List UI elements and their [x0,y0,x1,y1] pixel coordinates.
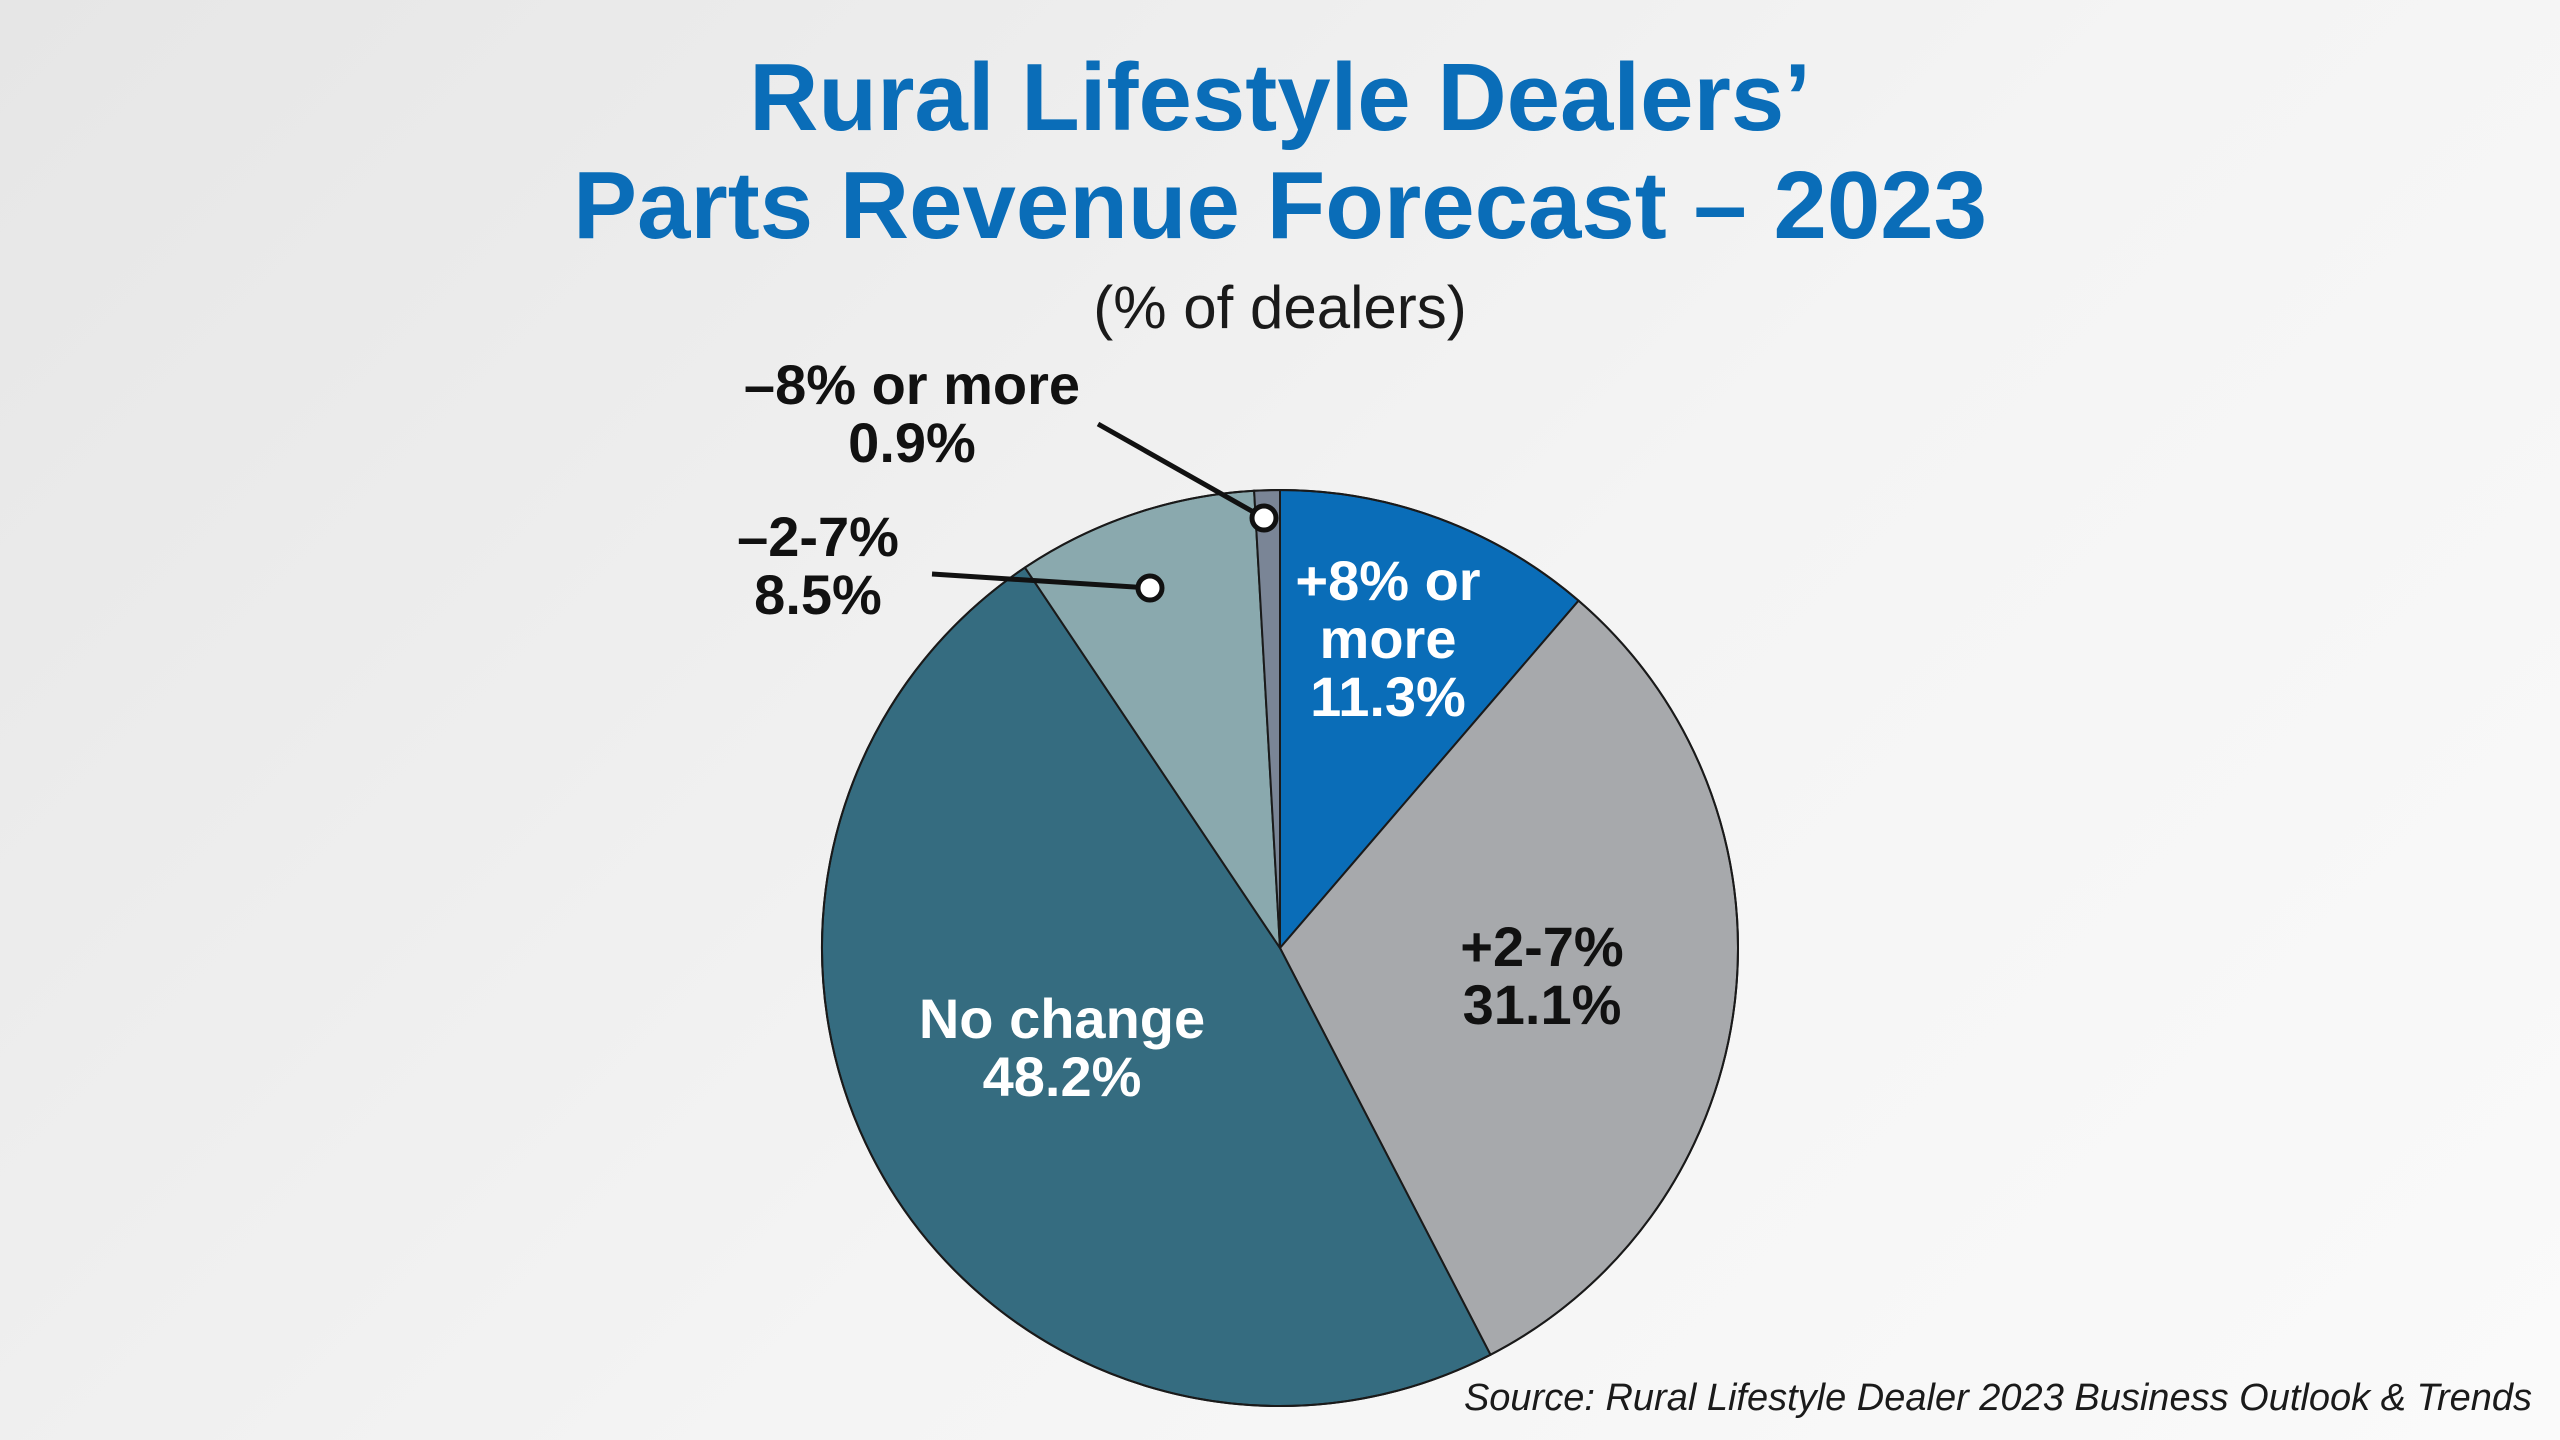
slice-category-label-plus8: +8% or [1295,549,1480,612]
chart-source: Source: Rural Lifestyle Dealer 2023 Busi… [1464,1377,2532,1419]
callout-line-minus8 [1096,421,1266,521]
callout-dot-minus2-7 [1135,573,1165,603]
chart-title-line-2: Parts Revenue Forecast – 2023 [573,152,1987,259]
slice-category-label-plus2-7: +2-7% [1460,915,1623,978]
slice-value-label-minus2-7: 8.5% [754,563,882,626]
pie-slices [820,488,1739,1407]
slice-category-label-minus2-7: –2-7% [737,505,899,568]
slice-value-label-nochange: 48.2% [983,1045,1142,1108]
slice-value-label-plus2-7: 31.1% [1463,973,1622,1036]
callout-dot-minus8 [1249,503,1279,533]
slice-value-label-minus8: 0.9% [848,411,976,474]
pie-outline [821,489,1739,1407]
chart-subtitle: (% of dealers) [1093,274,1466,341]
chart-title-line-1: Rural Lifestyle Dealers’ [749,44,1811,151]
slice-value-label-plus8: 11.3% [1310,665,1466,728]
slice-label-plus2-7: +2-7%31.1% [1460,915,1623,1036]
callout-line-minus2-7 [931,571,1151,591]
slice-label-minus2-7: –2-7%8.5% [737,505,1165,626]
slice-category-label-plus8: more [1320,607,1457,670]
slice-category-label-nochange: No change [919,987,1205,1050]
slice-category-label-minus8: –8% or more [744,353,1080,416]
